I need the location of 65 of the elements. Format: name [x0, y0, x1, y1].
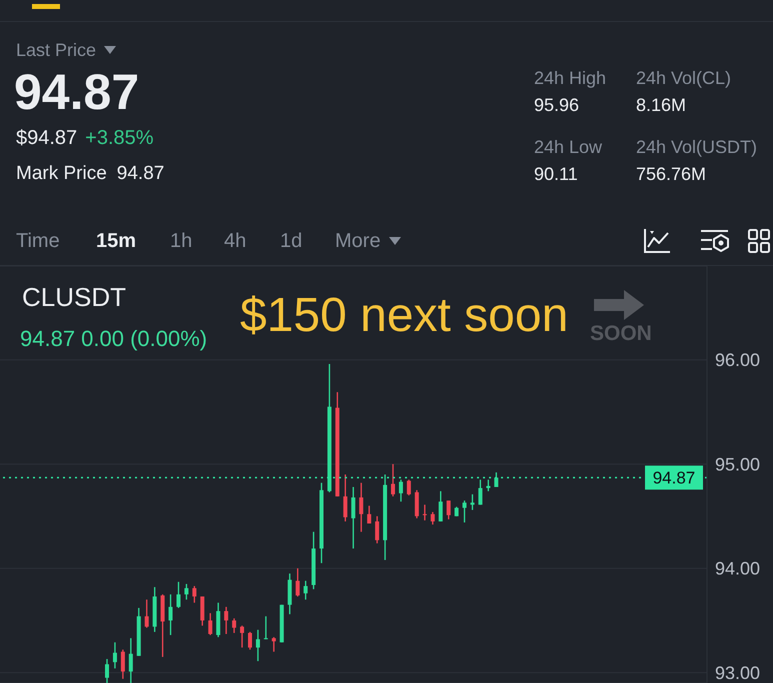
candlestick: [296, 568, 300, 598]
candlestick: [128, 638, 133, 683]
candlestick: [470, 494, 474, 511]
candlestick: [430, 511, 435, 526]
candlestick: [343, 474, 348, 522]
text: 24h Vol(USDT): [636, 136, 758, 158]
text: 4h: [224, 229, 246, 253]
candlestick: [112, 642, 117, 670]
candlestick: [232, 618, 236, 634]
candlestick: [192, 585, 196, 604]
candlestick: [438, 490, 443, 522]
text: Mark Price: [16, 163, 107, 185]
candlestick: [304, 580, 308, 600]
annotation: $150 next soon: [240, 288, 568, 344]
candlestick: [446, 500, 451, 520]
text: 95.96: [534, 94, 580, 116]
candlestick: [256, 629, 260, 662]
text: More: [335, 229, 381, 253]
candlestick: [224, 606, 228, 635]
text: 15m: [96, 229, 136, 253]
y-tick-label: 95.00: [715, 454, 760, 474]
candlestick: [208, 612, 212, 636]
text: +3.85%: [85, 126, 154, 150]
ref-line-label: 94.87: [652, 468, 696, 488]
candlestick: [168, 594, 173, 636]
candlestick: [478, 479, 482, 506]
candlestick: [272, 636, 276, 652]
candlestick: [240, 625, 244, 648]
candlestick: [414, 489, 419, 519]
candlestick: [351, 486, 356, 550]
text: 756.76M: [636, 163, 708, 185]
text: Last Price: [16, 39, 96, 61]
candlestick: [184, 583, 188, 600]
candlestick: [248, 631, 252, 650]
candlestick: [120, 648, 125, 680]
text: Time: [16, 229, 60, 253]
candlestick: [264, 616, 268, 640]
candlestick: [216, 602, 220, 638]
candlestick: [486, 479, 490, 492]
text: $94.87: [16, 126, 78, 150]
text: 24h Low: [534, 136, 602, 158]
candlestick: [105, 658, 110, 683]
text: 94.87: [116, 163, 164, 185]
candlestick: [200, 596, 204, 626]
text: 94.87: [14, 64, 140, 120]
text: 1h: [170, 229, 192, 253]
y-tick-label: 96.00: [715, 350, 760, 370]
y-tick-label: 93.00: [715, 662, 760, 683]
text: CLUSDT: [22, 282, 126, 312]
candlestick: [462, 500, 466, 524]
candlestick: [176, 581, 181, 609]
text: 24h Vol(CL): [636, 67, 732, 89]
candlestick: [390, 463, 395, 498]
text: 24h High: [534, 67, 606, 89]
text: 90.11: [534, 163, 579, 185]
text: 94.87 0.00 (0.00%): [20, 326, 208, 352]
candlestick: [359, 482, 364, 532]
candlestick: [422, 504, 427, 522]
text: 8.16M: [636, 94, 688, 116]
y-tick-label: 94.00: [715, 558, 760, 579]
candlestick: [144, 598, 149, 628]
candlestick: [406, 479, 411, 496]
candlestick: [367, 505, 372, 524]
candlestick: [375, 516, 380, 544]
text: 1d: [280, 229, 302, 253]
